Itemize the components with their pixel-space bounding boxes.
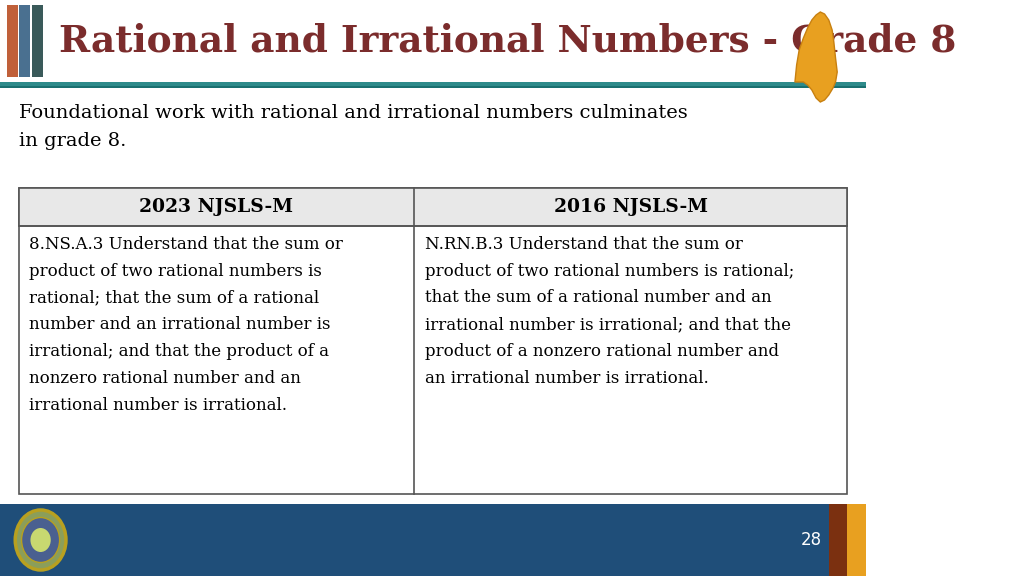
Bar bbox=[0, 82, 866, 86]
Bar bbox=[18, 188, 848, 226]
Circle shape bbox=[31, 528, 51, 552]
Bar bbox=[0, 86, 866, 88]
Bar bbox=[848, 504, 866, 576]
Circle shape bbox=[15, 510, 66, 570]
Polygon shape bbox=[795, 12, 838, 102]
Text: in grade 8.: in grade 8. bbox=[18, 132, 126, 150]
Text: Rational and Irrational Numbers - Grade 8: Rational and Irrational Numbers - Grade … bbox=[59, 22, 956, 59]
Bar bbox=[0, 504, 866, 576]
Bar bbox=[19, 5, 31, 77]
Text: 2016 NJSLS-M: 2016 NJSLS-M bbox=[554, 198, 708, 216]
Text: Foundational work with rational and irrational numbers culminates: Foundational work with rational and irra… bbox=[18, 104, 687, 122]
Text: 2023 NJSLS-M: 2023 NJSLS-M bbox=[139, 198, 294, 216]
Bar bbox=[32, 5, 43, 77]
Text: 8.NS.A.3 Understand that the sum or
product of two rational numbers is
rational;: 8.NS.A.3 Understand that the sum or prod… bbox=[29, 236, 343, 414]
Text: 28: 28 bbox=[801, 531, 822, 549]
Bar bbox=[18, 188, 848, 494]
Bar bbox=[0, 0, 866, 82]
Bar bbox=[7, 5, 17, 77]
Circle shape bbox=[22, 517, 59, 563]
Bar bbox=[828, 504, 848, 576]
Text: N.RN.B.3 Understand that the sum or
product of two rational numbers is rational;: N.RN.B.3 Understand that the sum or prod… bbox=[425, 236, 794, 386]
